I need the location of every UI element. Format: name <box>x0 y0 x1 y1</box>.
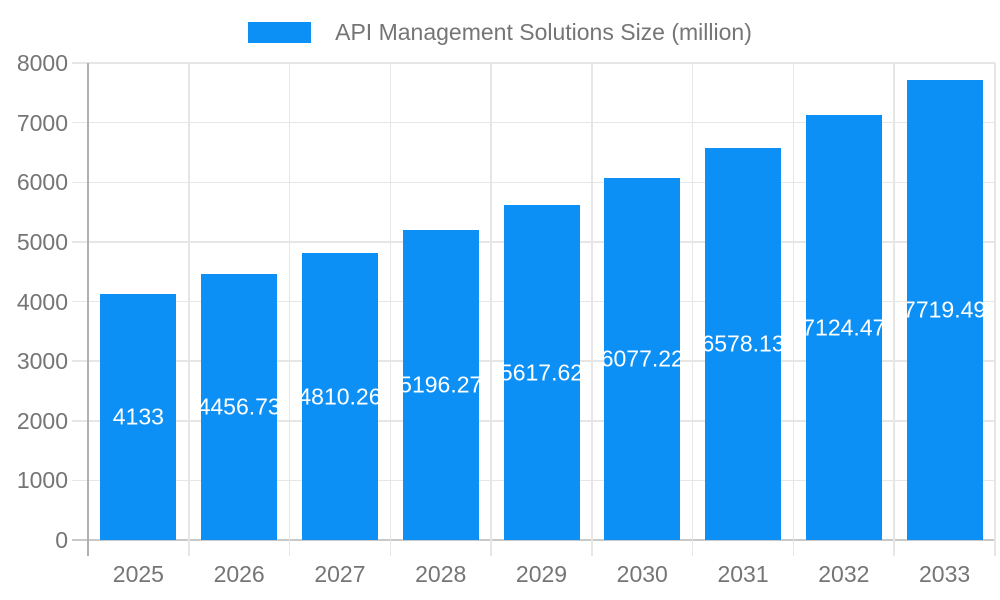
bar-value-label-2030: 6077.22 <box>604 345 681 372</box>
x-tick-label-2028: 2028 <box>415 561 467 587</box>
legend-label: API Management Solutions Size (million) <box>335 19 752 45</box>
gridline-v-7 <box>792 63 795 556</box>
x-tick-label-2025: 2025 <box>112 561 164 587</box>
gridline-h-7000 <box>72 121 995 124</box>
bar-value-label-2026: 4456.73 <box>201 393 278 420</box>
bar-2031[interactable]: 6578.13 <box>705 147 782 540</box>
gridline-v-1 <box>188 63 190 556</box>
bar-2030[interactable]: 6077.22 <box>604 177 681 540</box>
gridline-v-6 <box>691 63 694 556</box>
bar-value-label-2031: 6578.13 <box>705 330 782 357</box>
x-tick-label-2026: 2026 <box>213 561 265 587</box>
x-tick-label-2030: 2030 <box>616 561 668 587</box>
x-tick-label-2031: 2031 <box>717 561 769 587</box>
y-tick-label-7000: 7000 <box>16 109 68 136</box>
x-tick-label-2029: 2029 <box>515 561 568 587</box>
bar-value-label-2025: 4133 <box>112 403 164 430</box>
legend-swatch <box>248 22 312 43</box>
bar-value-label-2029: 5617.62 <box>503 359 580 386</box>
bar-2025[interactable]: 4133 <box>100 293 177 540</box>
x-tick-label-2033: 2033 <box>919 561 971 587</box>
bar-2029[interactable]: 5617.62 <box>503 205 580 540</box>
y-tick-label-0: 0 <box>55 527 68 553</box>
y-tick-label-3000: 3000 <box>16 348 68 375</box>
x-tick-label-2027: 2027 <box>314 561 366 587</box>
gridline-v-3 <box>389 63 392 556</box>
gridline-v-5 <box>591 63 593 556</box>
gridline-h-0 <box>72 539 995 541</box>
y-tick-label-1000: 1000 <box>16 467 68 494</box>
y-tick-label-8000: 8000 <box>16 50 68 76</box>
gridline-v-2 <box>288 63 291 556</box>
gridline-v-8 <box>893 63 895 556</box>
gridline-h-8000 <box>72 62 995 64</box>
y-axis-line <box>87 63 89 556</box>
gridline-v-4 <box>490 63 492 556</box>
bar-2028[interactable]: 5196.27 <box>402 230 479 540</box>
bar-2026[interactable]: 4456.73 <box>201 274 278 540</box>
legend[interactable]: API Management Solutions Size (million) <box>0 19 1000 46</box>
y-tick-label-5000: 5000 <box>16 228 68 255</box>
x-tick-label-2032: 2032 <box>818 561 870 587</box>
bar-2027[interactable]: 4810.26 <box>301 253 378 540</box>
bar-value-label-2027: 4810.26 <box>301 383 378 410</box>
gridline-h-6000 <box>72 181 995 183</box>
bar-value-label-2032: 7124.47 <box>805 314 882 341</box>
gridline-v-9 <box>994 63 996 556</box>
bar-2032[interactable]: 7124.47 <box>805 115 882 540</box>
y-tick-label-6000: 6000 <box>16 169 68 196</box>
bar-value-label-2028: 5196.27 <box>402 371 479 398</box>
bar-value-label-2033: 7719.49 <box>906 296 983 323</box>
bar-2033[interactable]: 7719.49 <box>906 79 983 540</box>
y-tick-label-2000: 2000 <box>16 407 68 434</box>
y-tick-label-4000: 4000 <box>16 288 68 315</box>
